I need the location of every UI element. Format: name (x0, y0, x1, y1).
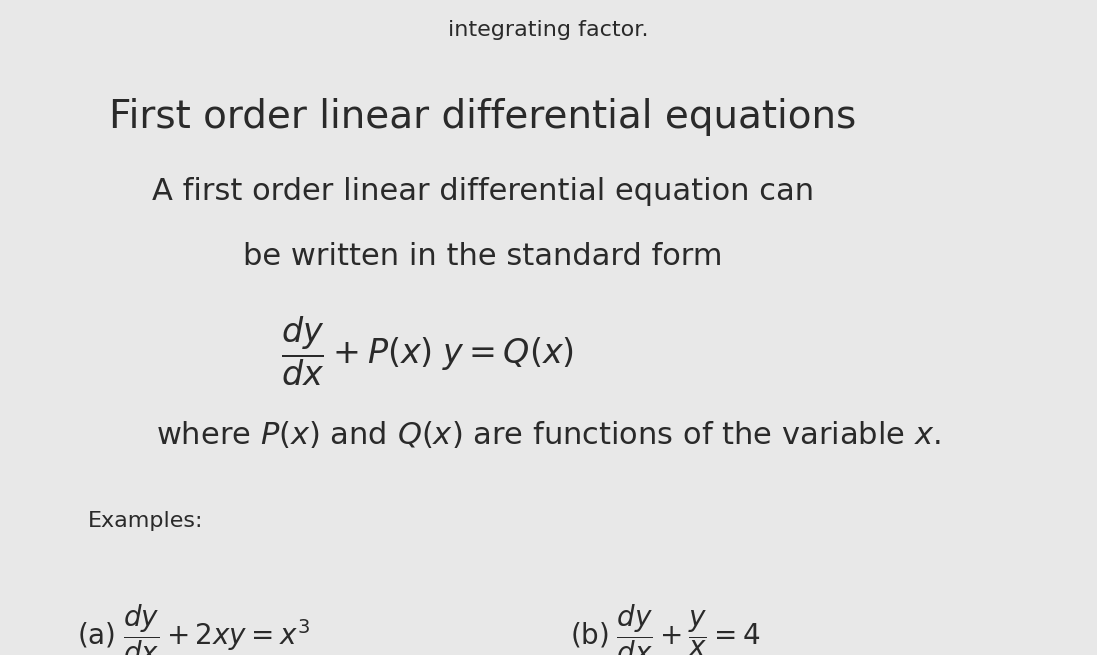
Text: be written in the standard form: be written in the standard form (242, 242, 723, 271)
Text: First order linear differential equations: First order linear differential equation… (109, 98, 857, 136)
Text: Examples:: Examples: (88, 511, 203, 531)
Text: (b)$\;\dfrac{dy}{dx} + \dfrac{y}{x} = 4$: (b)$\;\dfrac{dy}{dx} + \dfrac{y}{x} = 4$ (570, 603, 761, 655)
Text: A first order linear differential equation can: A first order linear differential equati… (151, 177, 814, 206)
Text: (a)$\;\dfrac{dy}{dx} + 2xy = x^3$: (a)$\;\dfrac{dy}{dx} + 2xy = x^3$ (77, 603, 309, 655)
Text: $\dfrac{dy}{dx} + P(x)\; y = Q(x)$: $\dfrac{dy}{dx} + P(x)\; y = Q(x)$ (281, 314, 575, 388)
Text: where $P(x)$ and $Q(x)$ are functions of the variable $x$.: where $P(x)$ and $Q(x)$ are functions of… (156, 419, 941, 450)
Text: integrating factor.: integrating factor. (449, 20, 648, 40)
